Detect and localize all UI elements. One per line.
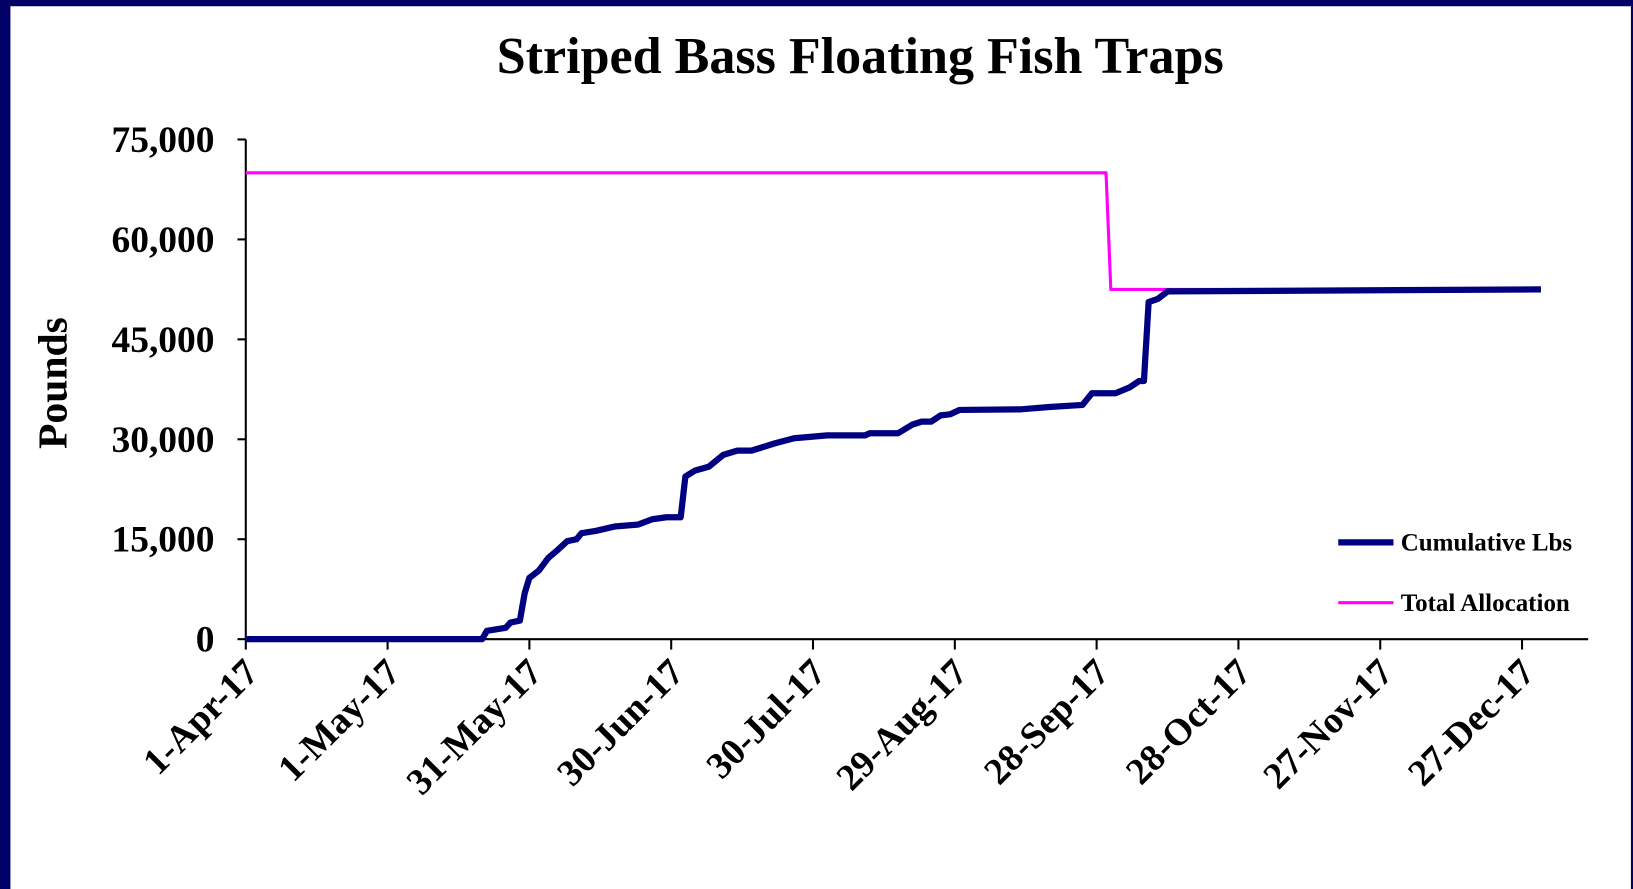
y-tick-label: 75,000 bbox=[111, 120, 214, 161]
y-axis-label: Pounds bbox=[31, 317, 77, 449]
legend-label: Cumulative Lbs bbox=[1401, 530, 1573, 557]
chart-title: Striped Bass Floating Fish Traps bbox=[497, 28, 1224, 85]
y-tick-label: 30,000 bbox=[111, 420, 214, 461]
series-line bbox=[245, 286, 1541, 643]
y-tick-label: 0 bbox=[196, 620, 215, 661]
plot-background bbox=[10, 6, 1631, 889]
y-tick-label: 45,000 bbox=[111, 320, 214, 361]
y-tick-label: 60,000 bbox=[111, 220, 214, 261]
legend-label: Total Allocation bbox=[1401, 590, 1570, 617]
y-tick-label: 15,000 bbox=[111, 520, 214, 561]
